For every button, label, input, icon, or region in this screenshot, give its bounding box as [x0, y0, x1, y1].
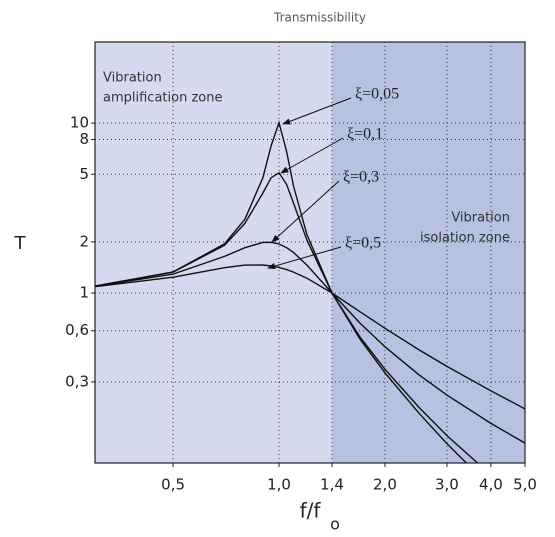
y-tick-label: 2 — [79, 232, 89, 250]
x-tick-label: 1,0 — [267, 476, 291, 494]
y-tick-label: 0,3 — [65, 372, 89, 390]
series-line — [95, 171, 479, 463]
zone-label: amplification zone — [103, 91, 222, 106]
x-tick-label: 5,0 — [513, 476, 537, 494]
annotation-arrow — [271, 180, 340, 243]
y-tick-label: 0,6 — [65, 321, 89, 339]
series-line — [95, 120, 468, 463]
x-tick-label: 2,0 — [373, 476, 397, 494]
x-tick-label: 4,0 — [479, 476, 503, 494]
y-tick-label: 1 — [79, 284, 89, 302]
series-label: ξ=0,3 — [343, 169, 379, 186]
zone-label: Vibration — [451, 211, 510, 226]
zone-label: isolation zone — [420, 231, 510, 246]
y-tick-label: 10 — [70, 114, 89, 132]
y-tick-label: 5 — [79, 165, 89, 183]
x-axis-label-sub: o — [330, 515, 340, 534]
zone-isolation — [331, 42, 525, 463]
annotation-arrow — [267, 246, 342, 270]
annotation-arrow — [282, 97, 352, 125]
series-label: ξ=0,05 — [355, 86, 399, 103]
series-line — [95, 264, 525, 410]
series-line — [95, 241, 525, 444]
series-label: ξ=0,1 — [347, 126, 383, 143]
x-tick-label: 1,4 — [320, 476, 344, 494]
x-tick-label: 3,0 — [435, 476, 459, 494]
y-axis-label: T — [14, 233, 27, 254]
y-tick-label: 8 — [79, 130, 89, 148]
plot-frame — [94, 41, 526, 464]
zone-label: Vibration — [103, 71, 162, 86]
x-axis-label: f/f — [300, 499, 322, 523]
chart-title: Transmissibility — [273, 11, 366, 25]
annotation-arrow — [280, 137, 344, 174]
series-label: ξ=0,5 — [345, 235, 381, 252]
x-tick-label: 0,5 — [161, 476, 185, 494]
